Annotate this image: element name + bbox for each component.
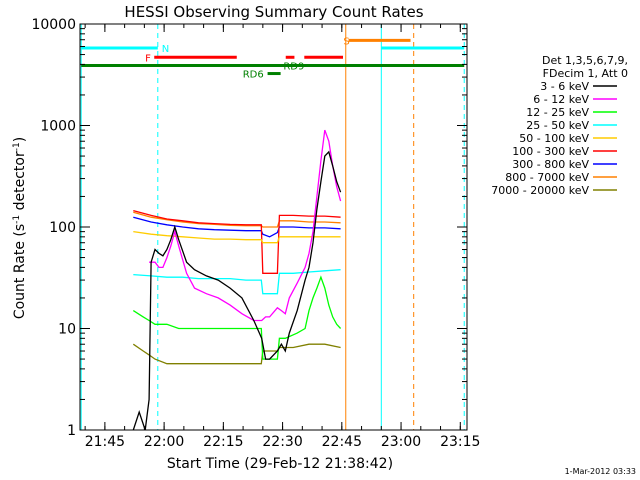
series-line-4 [133, 230, 341, 244]
y-tick-label-0: 1 [67, 423, 76, 439]
series-line-0 [132, 150, 342, 431]
series-line-5 [133, 209, 341, 274]
flag-label-2: S [343, 36, 349, 47]
series-group [132, 129, 342, 431]
x-tick-label-5: 23:00 [381, 434, 421, 450]
x-axis-ticks: 21:45 22:00 22:15 22:30 22:45 23:00 23:15 [84, 24, 480, 450]
series-line-1 [149, 129, 342, 322]
legend-label-8: 7000 - 20000 keV [491, 184, 589, 197]
timestamp: 1-Mar-2012 03:33 [565, 467, 636, 476]
legend-label-5: 100 - 300 keV [512, 145, 589, 158]
x-tick-label-2: 22:15 [203, 434, 243, 450]
legend-label-1: 6 - 12 keV [533, 93, 589, 106]
chart-title: HESSI Observing Summary Count Rates [124, 3, 423, 21]
series-line-2 [132, 275, 342, 360]
y-axis-label-prefix: Count Rate (s [12, 224, 28, 319]
y-tick-label-4: 10000 [31, 17, 76, 33]
y-axis-label-sup2: -1 [12, 142, 22, 151]
legend-label-0: 3 - 6 keV [540, 80, 589, 93]
legend: Det 1,3,5,6,7,9,FDecim 1, Att 03 - 6 keV… [491, 54, 628, 197]
y-tick-label-2: 100 [49, 220, 76, 236]
y-axis-label-mid: detector [12, 151, 28, 215]
y-axis-label: Count Rate (s-1 detector-1) [12, 137, 28, 319]
legend-label-2: 12 - 25 keV [526, 106, 589, 119]
series-line-3 [133, 269, 341, 295]
flag-label-0: N [162, 44, 169, 55]
x-tick-label-1: 22:00 [144, 434, 184, 450]
flag-label-4: RD6 [243, 70, 264, 81]
legend-label-3: 25 - 50 keV [526, 119, 589, 132]
legend-header-0: Det 1,3,5,6,7,9, [542, 54, 628, 67]
legend-label-7: 800 - 7000 keV [505, 171, 589, 184]
flag-bars: NF S RD9 RD6 [81, 36, 465, 81]
y-tick-label-1: 10 [58, 322, 76, 338]
x-tick-label-4: 22:45 [322, 434, 362, 450]
y-axis-ticks: 1 10 100 1000 10000 [31, 17, 467, 439]
x-tick-label-6: 23:15 [440, 434, 480, 450]
y-tick-label-3: 1000 [40, 119, 76, 135]
legend-label-6: 300 - 800 keV [512, 158, 589, 171]
series-line-6 [133, 216, 341, 238]
flag-label-1: F [145, 53, 151, 64]
legend-label-4: 50 - 100 keV [519, 132, 589, 145]
x-tick-label-3: 22:30 [262, 434, 302, 450]
series-line-8 [132, 343, 341, 365]
y-axis-label-suffix: ) [12, 137, 28, 142]
legend-header-1: FDecim 1, Att 0 [543, 67, 628, 80]
x-tick-label-0: 21:45 [85, 434, 125, 450]
x-axis-label: Start Time (29-Feb-12 21:38:42) [167, 456, 393, 472]
y-axis-label-sup1: -1 [12, 215, 22, 224]
flag-label-3: RD9 [283, 62, 304, 73]
